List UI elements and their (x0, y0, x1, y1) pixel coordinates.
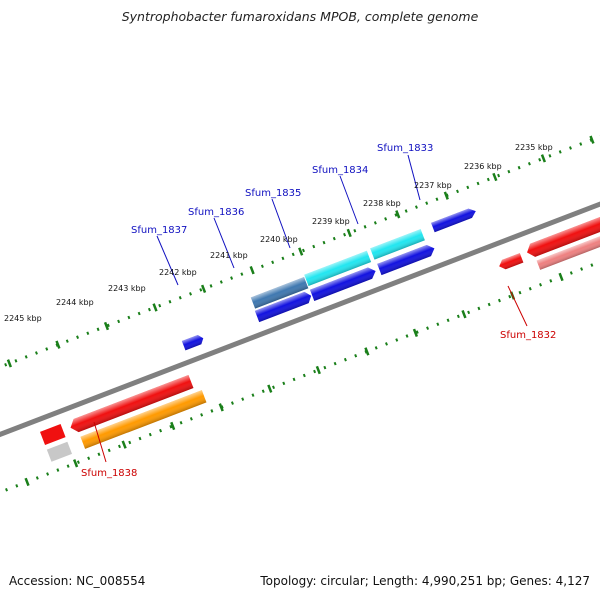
outer-major-tick (6, 359, 13, 368)
outer-major-tick (200, 284, 207, 293)
kbp-label: 2241 kbp (210, 251, 248, 260)
outer-major-tick (249, 265, 255, 275)
genome-summary-text: Topology: circular; Length: 4,990,251 bp… (260, 574, 590, 588)
leader-sfum-1834 (339, 175, 359, 225)
outer-major-tick (589, 135, 595, 144)
outer-major-tick (298, 247, 304, 256)
outer-major-tick (103, 321, 110, 331)
leader-sfum-1833 (407, 154, 421, 201)
outer-major-tick (443, 191, 449, 200)
inner-major-tick (461, 309, 467, 319)
label-sfum-1833[interactable]: Sfum_1833 (377, 143, 433, 154)
inner-major-tick (73, 459, 79, 468)
inner-major-tick (558, 272, 564, 282)
kbp-label: 2240 kbp (260, 235, 298, 244)
kbp-label: 2236 kbp (464, 162, 502, 171)
kbp-label: 2245 kbp (4, 314, 42, 323)
label-sfum-1837[interactable]: Sfum_1837 (131, 225, 187, 236)
label-sfum-1832[interactable]: Sfum_1832 (500, 330, 556, 341)
outer-major-tick (346, 228, 352, 238)
kbp-label: 2242 kbp (159, 268, 197, 277)
kbp-label: 2237 kbp (414, 181, 452, 190)
genome-backbone (0, 163, 600, 470)
leader-sfum-1832 (507, 285, 528, 327)
label-sfum-1836[interactable]: Sfum_1836 (188, 207, 244, 218)
outer-major-tick (55, 340, 61, 349)
inner-major-tick (218, 403, 224, 412)
inner-major-tick (364, 347, 370, 356)
leader-sfum-1836 (213, 217, 235, 269)
inner-major-tick (412, 328, 419, 337)
gene-gray-edge-left[interactable] (46, 441, 73, 462)
inner-ruler (0, 215, 600, 520)
inner-major-tick (121, 440, 127, 449)
label-sfum-1835[interactable]: Sfum_1835 (245, 188, 301, 199)
kbp-label: 2244 kbp (56, 298, 94, 307)
kbp-label: 2238 kbp (363, 199, 401, 208)
kbp-label: 2243 kbp (108, 284, 146, 293)
inner-major-tick (267, 384, 273, 393)
gene-red-edge-left[interactable] (40, 424, 66, 446)
inner-major-tick (315, 365, 321, 375)
label-sfum-1838[interactable]: Sfum_1838 (81, 468, 137, 479)
accession-text: Accession: NC_008554 (9, 574, 146, 588)
outer-major-tick (540, 154, 547, 163)
leader-sfum-1838 (93, 421, 107, 463)
map-title: Syntrophobacter fumaroxidans MPOB, compl… (121, 9, 479, 24)
inner-major-tick (170, 421, 176, 431)
outer-major-tick (152, 303, 158, 312)
label-sfum-1834[interactable]: Sfum_1834 (312, 165, 368, 176)
inner-major-tick (24, 477, 30, 487)
outer-major-tick (492, 172, 498, 182)
leader-sfum-1837 (156, 235, 179, 286)
kbp-label: 2235 kbp (515, 143, 553, 152)
leader-sfum-1835 (271, 198, 291, 249)
kbp-label: 2239 kbp (312, 217, 350, 226)
outer-ruler (0, 106, 600, 410)
outer-major-tick (395, 210, 401, 219)
